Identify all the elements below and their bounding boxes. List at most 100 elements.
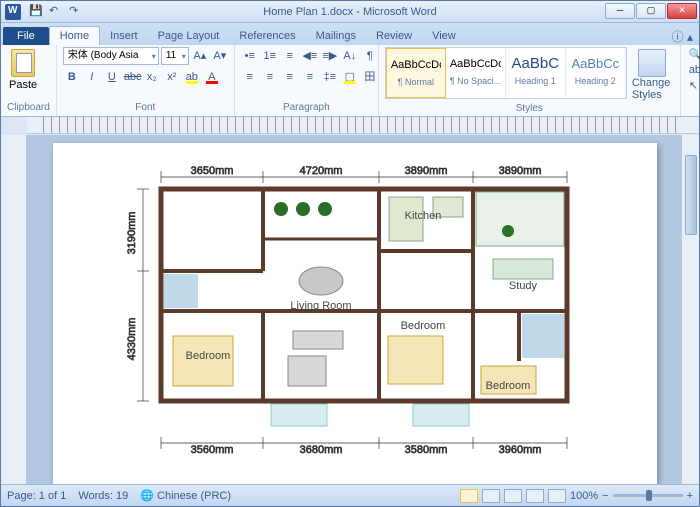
select-button[interactable]: ↖Select▾: [687, 78, 700, 93]
status-bar: Page: 1 of 1 Words: 19 🌐 Chinese (PRC) 1…: [1, 484, 699, 506]
paste-button[interactable]: Paste: [7, 47, 39, 93]
find-icon: 🔍: [689, 48, 700, 61]
underline-button[interactable]: U: [103, 68, 121, 86]
horizontal-ruler[interactable]: [27, 117, 699, 134]
floor-plan-svg: 3650mm 4720mm 3890mm 3890mm: [113, 161, 593, 461]
language-status[interactable]: 🌐 Chinese (PRC): [140, 489, 231, 502]
align-right-button[interactable]: ≡: [281, 68, 299, 86]
word-count[interactable]: Words: 19: [78, 490, 128, 502]
svg-text:3680mm: 3680mm: [300, 444, 343, 456]
group-clipboard: Paste Clipboard: [1, 45, 57, 116]
show-marks-button[interactable]: ¶: [361, 47, 379, 65]
print-layout-view[interactable]: [460, 489, 478, 503]
font-size-combo[interactable]: 11: [161, 47, 189, 65]
clipboard-label: Clipboard: [7, 102, 50, 114]
svg-text:3580mm: 3580mm: [405, 444, 448, 456]
justify-button[interactable]: ≡: [301, 68, 319, 86]
svg-text:3560mm: 3560mm: [191, 444, 234, 456]
group-styles: AaBbCcDc ¶ Normal AaBbCcDc ¶ No Spaci...…: [379, 45, 681, 116]
document-area: 3650mm 4720mm 3890mm 3890mm: [27, 135, 681, 484]
replace-button[interactable]: abReplace: [687, 63, 700, 77]
svg-text:Study: Study: [509, 280, 538, 292]
svg-text:3890mm: 3890mm: [499, 165, 542, 177]
tab-mailings[interactable]: Mailings: [306, 27, 366, 45]
ribbon-tabs: File Home Insert Page Layout References …: [1, 23, 699, 45]
undo-icon[interactable]: ↶: [49, 4, 65, 20]
close-button[interactable]: ✕: [667, 3, 697, 19]
zoom-level[interactable]: 100%: [570, 490, 598, 502]
style-heading1[interactable]: AaBbC Heading 1: [506, 48, 566, 98]
subscript-button[interactable]: x₂: [143, 68, 161, 86]
tab-home[interactable]: Home: [49, 26, 100, 45]
app-icon: [5, 4, 21, 20]
paste-label: Paste: [9, 79, 37, 91]
bullets-button[interactable]: •≡: [241, 47, 259, 65]
inc-indent-button[interactable]: ≡▶: [321, 47, 339, 65]
replace-icon: ab: [689, 64, 700, 76]
align-center-button[interactable]: ≡: [261, 68, 279, 86]
web-layout-view[interactable]: [504, 489, 522, 503]
floor-plan: 3650mm 4720mm 3890mm 3890mm: [113, 161, 593, 461]
dec-indent-button[interactable]: ◀≡: [301, 47, 319, 65]
shading-button[interactable]: ▢: [341, 68, 359, 86]
font-name-combo[interactable]: 宋体 (Body Asia: [63, 47, 159, 65]
numbering-button[interactable]: 1≡: [261, 47, 279, 65]
select-icon: ↖: [689, 79, 698, 92]
superscript-button[interactable]: x²: [163, 68, 181, 86]
group-paragraph: •≡ 1≡ ≡ ◀≡ ≡▶ A↓ ¶ ≡ ≡ ≡ ≡ ‡≡ ▢ 田 Paragr…: [235, 45, 379, 116]
svg-text:3890mm: 3890mm: [405, 165, 448, 177]
save-icon[interactable]: 💾: [29, 4, 45, 20]
outline-view[interactable]: [526, 489, 544, 503]
bold-button[interactable]: B: [63, 68, 81, 86]
line-spacing-button[interactable]: ‡≡: [321, 68, 339, 86]
tab-view[interactable]: View: [422, 27, 466, 45]
find-button[interactable]: 🔍Find▾: [687, 47, 700, 62]
zoom-out-button[interactable]: −: [602, 490, 608, 502]
editing-label: Editing: [687, 102, 700, 114]
group-font: 宋体 (Body Asia 11 A▴ A▾ B I U abc x₂ x² a…: [57, 45, 235, 116]
strike-button[interactable]: abc: [123, 68, 141, 86]
italic-button[interactable]: I: [83, 68, 101, 86]
maximize-button[interactable]: ▢: [636, 3, 666, 19]
window-title: Home Plan 1.docx - Microsoft Word: [263, 6, 436, 18]
vertical-ruler[interactable]: [1, 135, 27, 484]
tab-page-layout[interactable]: Page Layout: [148, 27, 230, 45]
svg-text:Bedroom: Bedroom: [486, 380, 531, 392]
redo-icon[interactable]: ↷: [69, 4, 85, 20]
borders-button[interactable]: 田: [361, 68, 379, 86]
multilevel-button[interactable]: ≡: [281, 47, 299, 65]
full-screen-view[interactable]: [482, 489, 500, 503]
shrink-font-button[interactable]: A▾: [211, 47, 229, 65]
style-no-spacing[interactable]: AaBbCcDc ¶ No Spaci...: [446, 48, 506, 98]
style-heading2[interactable]: AaBbCc Heading 2: [566, 48, 626, 98]
draft-view[interactable]: [548, 489, 566, 503]
zoom-slider[interactable]: [613, 494, 683, 497]
tab-insert[interactable]: Insert: [100, 27, 148, 45]
page-count[interactable]: Page: 1 of 1: [7, 490, 66, 502]
highlight-button[interactable]: ab: [183, 68, 201, 86]
ribbon: Paste Clipboard 宋体 (Body Asia 11 A▴ A▾ B…: [1, 45, 699, 117]
page: 3650mm 4720mm 3890mm 3890mm: [53, 143, 657, 484]
font-color-button[interactable]: A: [203, 68, 221, 86]
svg-text:3960mm: 3960mm: [499, 444, 542, 456]
sort-button[interactable]: A↓: [341, 47, 359, 65]
svg-text:Bedroom: Bedroom: [186, 350, 231, 362]
styles-gallery[interactable]: AaBbCcDc ¶ Normal AaBbCcDc ¶ No Spaci...…: [385, 47, 627, 99]
scroll-thumb[interactable]: [685, 155, 697, 235]
tab-file[interactable]: File: [3, 27, 49, 45]
zoom-in-button[interactable]: +: [687, 490, 693, 502]
grow-font-button[interactable]: A▴: [191, 47, 209, 65]
svg-text:Living Room: Living Room: [290, 300, 351, 312]
svg-text:3650mm: 3650mm: [191, 165, 234, 177]
align-left-button[interactable]: ≡: [241, 68, 259, 86]
tab-references[interactable]: References: [229, 27, 305, 45]
help-icon[interactable]: ⓘ ▴: [672, 28, 693, 45]
tab-review[interactable]: Review: [366, 27, 422, 45]
minimize-button[interactable]: ─: [605, 3, 635, 19]
style-normal[interactable]: AaBbCcDc ¶ Normal: [386, 48, 446, 98]
vertical-scrollbar[interactable]: [681, 135, 699, 484]
change-styles-button[interactable]: Change Styles: [630, 47, 674, 103]
title-bar: 💾 ↶ ↷ Home Plan 1.docx - Microsoft Word …: [1, 1, 699, 23]
paragraph-label: Paragraph: [241, 102, 372, 114]
styles-label: Styles: [385, 103, 674, 115]
